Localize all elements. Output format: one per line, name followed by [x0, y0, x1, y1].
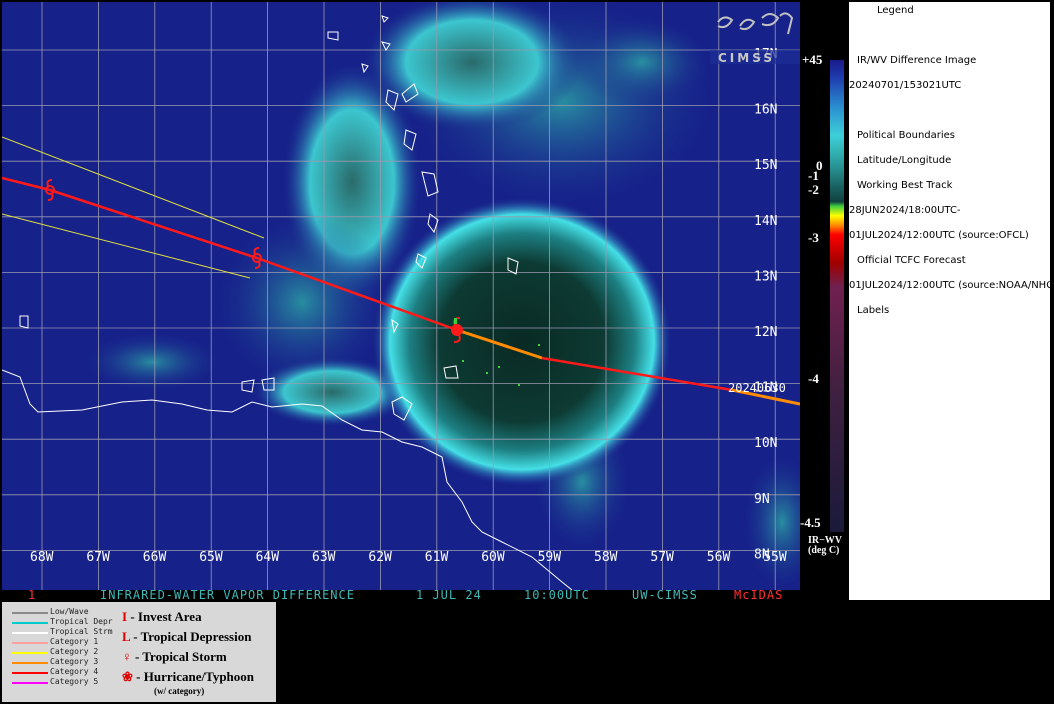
- key-swatch: [12, 612, 48, 614]
- product-time: 10:00UTC: [524, 588, 590, 602]
- forecast-cone: [2, 136, 265, 279]
- political-boundaries: [2, 15, 573, 590]
- colorbar-tick: -4.5: [800, 515, 821, 530]
- longitude-label: 61W: [425, 550, 449, 565]
- longitude-label: 57W: [650, 550, 674, 565]
- track-date-label: 20240630: [728, 381, 786, 395]
- longitude-label: 63W: [312, 550, 336, 565]
- invest-icon: I: [122, 609, 128, 624]
- colorbar-tick: 0: [816, 158, 823, 173]
- lat-lon-grid: [2, 2, 800, 590]
- longitude-label: 55W: [763, 550, 787, 565]
- legend-panel: Legend IR/WV Difference Image 20240701/1…: [849, 2, 1054, 600]
- legend-item: 01JUL2024/12:00UTC (source:NOAA/NHC): [849, 280, 1054, 291]
- product-info-bar: 1 INFRARED-WATER VAPOR DIFFERENCE 1 JUL …: [0, 588, 800, 602]
- longitude-label: 62W: [368, 550, 392, 565]
- tropical-storm-icon: [45, 179, 55, 201]
- tropical-depression-key: L - Tropical Depression: [122, 629, 252, 644]
- key-swatch: [12, 682, 48, 684]
- latitude-label: 11N: [754, 381, 777, 396]
- latitude-label: 12N: [754, 325, 777, 340]
- legend-item: Working Best Track: [857, 180, 953, 191]
- key-swatch: [12, 632, 48, 634]
- latitude-label: 8N: [754, 547, 770, 562]
- latitude-label: 15N: [754, 158, 777, 173]
- colorbar-tick: -4: [808, 371, 819, 386]
- hurricane-icon: ❀: [122, 669, 133, 684]
- longitude-label: 66W: [143, 550, 167, 565]
- longitude-label: 58W: [594, 550, 618, 565]
- colorbar-tick: -2: [808, 182, 819, 197]
- longitude-label: 67W: [86, 550, 110, 565]
- key-label: Category 1: [50, 637, 99, 646]
- latitude-labels: 17N16N15N14N13N12N11N10N9N8N: [754, 47, 777, 562]
- longitude-label: 64W: [256, 550, 280, 565]
- best-track: [2, 176, 800, 406]
- key-label: Low/Wave: [50, 607, 89, 616]
- logo-text: CIMSS: [718, 51, 775, 65]
- longitude-label: 68W: [30, 550, 54, 565]
- legend-title: Legend: [877, 5, 914, 16]
- longitude-label: 60W: [481, 550, 505, 565]
- latitude-label: 14N: [754, 214, 777, 229]
- key-label: Category 5: [50, 677, 99, 686]
- category-note: (w/ category): [154, 686, 205, 696]
- depression-icon: L: [122, 629, 130, 644]
- product-date: 1 JUL 24: [416, 588, 482, 602]
- key-swatch: [12, 642, 48, 644]
- colorbar-unit: IR−WV: [808, 535, 843, 546]
- legend-item: Political Boundaries: [857, 130, 956, 141]
- longitude-label: 56W: [707, 550, 731, 565]
- colorbar: +45 0 -1 -2 -3 -4 -4.5 IR−WV (deg C): [800, 0, 848, 600]
- colorbar-tick: -3: [808, 230, 819, 245]
- latitude-label: 10N: [754, 436, 777, 451]
- frame-number: 1: [28, 588, 37, 602]
- software-name: McIDAS: [734, 588, 784, 602]
- latitude-label: 16N: [754, 103, 777, 118]
- legend-item: Official TCFC Forecast: [857, 255, 966, 266]
- cimss-logo: CIMSS: [710, 12, 800, 65]
- product-source: UW-CIMSS: [632, 588, 698, 602]
- legend-item: 01JUL2024/12:00UTC (source:OFCL): [849, 230, 1029, 241]
- key-label: Tropical Strm: [50, 627, 113, 636]
- colorbar-tick: +45: [802, 52, 823, 67]
- tropical-storm-key: ♀ - Tropical Storm: [122, 649, 227, 664]
- invest-area-key: I - Invest Area: [122, 609, 202, 624]
- key-label: Category 4: [50, 667, 99, 676]
- key-swatch: [12, 662, 48, 664]
- legend-item: Latitude/Longitude: [857, 155, 952, 166]
- longitude-label: 59W: [538, 550, 562, 565]
- colorbar-unit: (deg C): [808, 545, 840, 556]
- key-label: Category 2: [50, 647, 99, 656]
- hurricane-key: ❀ - Hurricane/Typhoon: [122, 669, 255, 684]
- key-swatch: [12, 652, 48, 654]
- latitude-label: 13N: [754, 269, 777, 284]
- legend-item: 20240701/153021UTC: [849, 80, 962, 91]
- longitude-labels: 68W 67W 66W 65W 64W 63W 62W 61W 60W 59W 58W 57W 56W 5…: [30, 550, 787, 565]
- key-swatch: [12, 672, 48, 674]
- green-markers: [454, 318, 540, 386]
- legend-item: 28JUN2024/18:00UTC-: [849, 205, 961, 216]
- satellite-map: 17N16N15N14N13N12N11N10N9N8N 68W67W66W65…: [2, 2, 800, 590]
- legend-item: Labels: [857, 305, 890, 316]
- tropical-storm-icon: [252, 247, 262, 269]
- key-label: Category 3: [50, 657, 99, 666]
- product-name: INFRARED-WATER VAPOR DIFFERENCE: [100, 588, 355, 602]
- legend-item: IR/WV Difference Image: [857, 55, 977, 66]
- track-key: Low/Wave Tropical Depr Tropical Strm Cat…: [2, 602, 276, 702]
- key-label: Tropical Depr: [50, 617, 113, 626]
- tropical-storm-icon: ♀: [122, 649, 132, 664]
- colorbar-tick: -1: [808, 168, 819, 183]
- key-swatch: [12, 622, 48, 624]
- latitude-label: 9N: [754, 492, 770, 507]
- longitude-label: 65W: [199, 550, 223, 565]
